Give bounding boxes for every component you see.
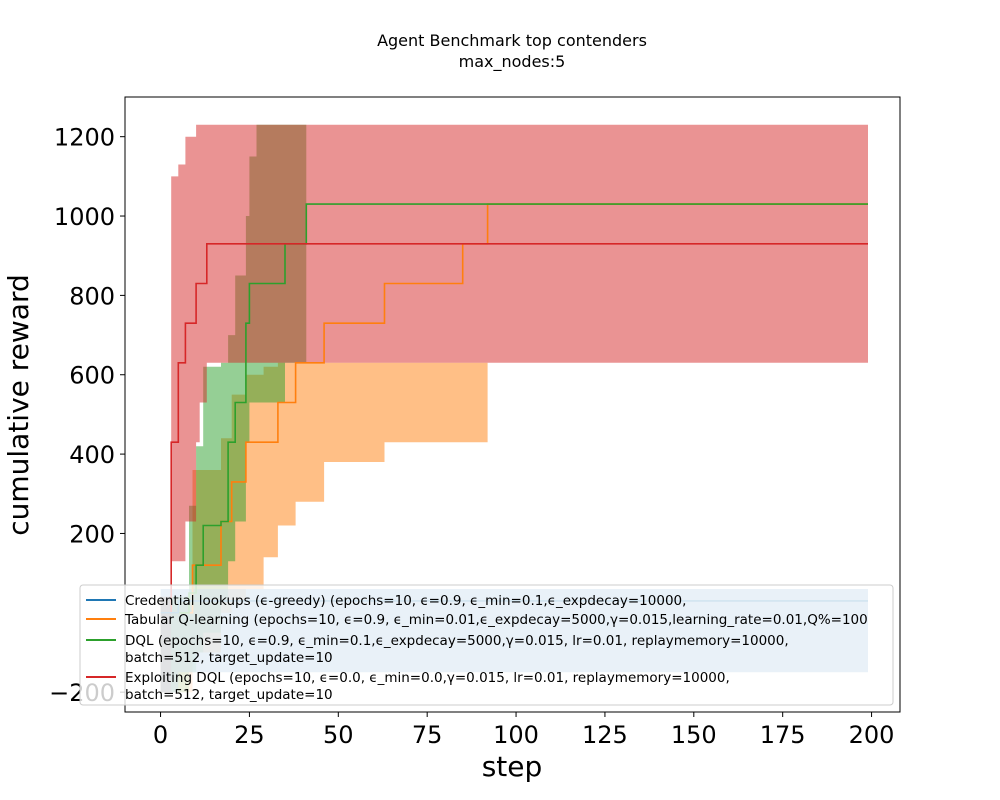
y-tick-label: 600: [69, 362, 115, 390]
x-tick-label: 175: [760, 721, 806, 749]
x-tick-label: 100: [493, 721, 539, 749]
x-tick-label: 125: [582, 721, 628, 749]
x-tick-label: 25: [234, 721, 265, 749]
confidence-band-1: [160, 204, 869, 693]
chart-subtitle: max_nodes:5: [459, 52, 566, 72]
x-tick-label: 50: [323, 721, 354, 749]
y-tick-label: 800: [69, 282, 115, 310]
chart-title: Agent Benchmark top contenders: [377, 31, 647, 50]
x-tick-label: 0: [153, 721, 168, 749]
y-tick-label: 400: [69, 441, 115, 469]
legend: Credential lookups (ϵ-greedy) (epochs=10…: [79, 584, 894, 706]
legend-entry-1: Tabular Q-learning (epochs=10, ϵ=0.9, ϵ_…: [124, 612, 868, 628]
legend-entry-0: Credential lookups (ϵ-greedy) (epochs=10…: [125, 593, 686, 609]
series-line-3: [160, 243, 868, 614]
y-axis-label: cumulative reward: [2, 274, 35, 536]
x-tick-label: 200: [849, 721, 895, 749]
plot-frame: [124, 96, 901, 713]
y-tick-label: 200: [69, 520, 115, 548]
legend-entry-2-line2: batch=512, target_update=10: [125, 650, 333, 666]
x-tick-label: 150: [671, 721, 717, 749]
legend-entry-2: DQL (epochs=10, ϵ=0.9, ϵ_min=0.1,ϵ_expde…: [125, 633, 789, 649]
legend-entry-3: Exploiting DQL (epochs=10, ϵ=0.0, ϵ_min=…: [125, 670, 730, 686]
x-axis-label: step: [482, 750, 543, 783]
confidence-band-3: [160, 124, 869, 693]
legend-entry-3-line2: batch=512, target_update=10: [125, 687, 333, 703]
y-tick-label: 1000: [54, 203, 115, 231]
series-line-1: [160, 203, 868, 614]
x-tick-label: 75: [412, 721, 443, 749]
legend-box: [79, 584, 894, 706]
y-tick-label: 1200: [54, 124, 115, 152]
